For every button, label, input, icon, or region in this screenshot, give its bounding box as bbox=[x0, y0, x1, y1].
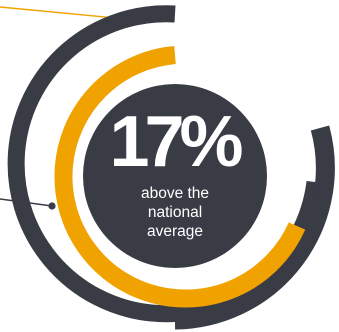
sub-label-line-2: national bbox=[148, 204, 202, 221]
center-disc bbox=[83, 84, 267, 268]
sub-label-line-3: average bbox=[147, 223, 203, 240]
inner-ring-arc bbox=[54, 46, 306, 308]
bottom-leader-dot bbox=[48, 202, 56, 210]
sub-label-line-1: above the bbox=[141, 185, 209, 202]
headline-value: 17% bbox=[109, 102, 242, 182]
outer-ring-arc-right bbox=[174, 125, 335, 330]
